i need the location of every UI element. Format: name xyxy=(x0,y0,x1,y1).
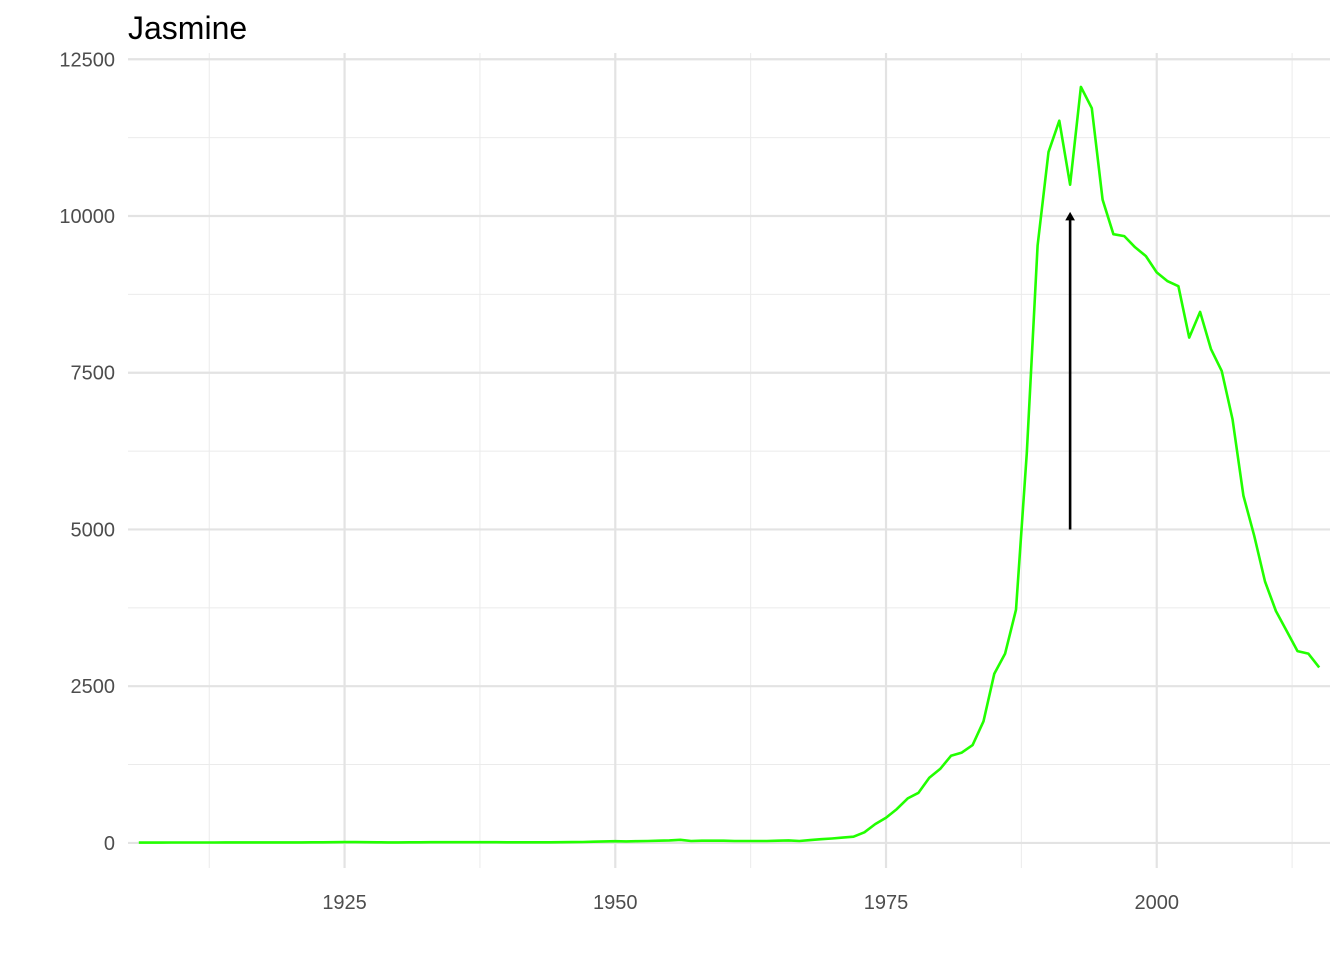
annotation-arrow xyxy=(1065,211,1075,530)
arrow-head xyxy=(1065,211,1075,221)
y-tick-label: 2500 xyxy=(71,676,116,698)
x-axis-labels: 1925 1950 1975 2000 xyxy=(322,892,1179,914)
y-tick-label: 5000 xyxy=(71,519,116,541)
y-tick-label: 10000 xyxy=(59,206,115,228)
major-grid xyxy=(128,53,1330,868)
x-tick-label: 2000 xyxy=(1134,892,1179,914)
y-tick-label: 0 xyxy=(104,833,115,855)
series-line xyxy=(138,85,1321,844)
x-tick-label: 1925 xyxy=(322,892,367,914)
chart-title: Jasmine xyxy=(128,10,247,46)
x-tick-label: 1950 xyxy=(593,892,638,914)
y-axis-labels: 0 2500 5000 7500 10000 12500 xyxy=(59,49,115,855)
minor-grid xyxy=(128,53,1330,868)
y-tick-label: 12500 xyxy=(59,49,115,71)
y-tick-label: 7500 xyxy=(71,363,116,385)
x-tick-label: 1975 xyxy=(864,892,909,914)
